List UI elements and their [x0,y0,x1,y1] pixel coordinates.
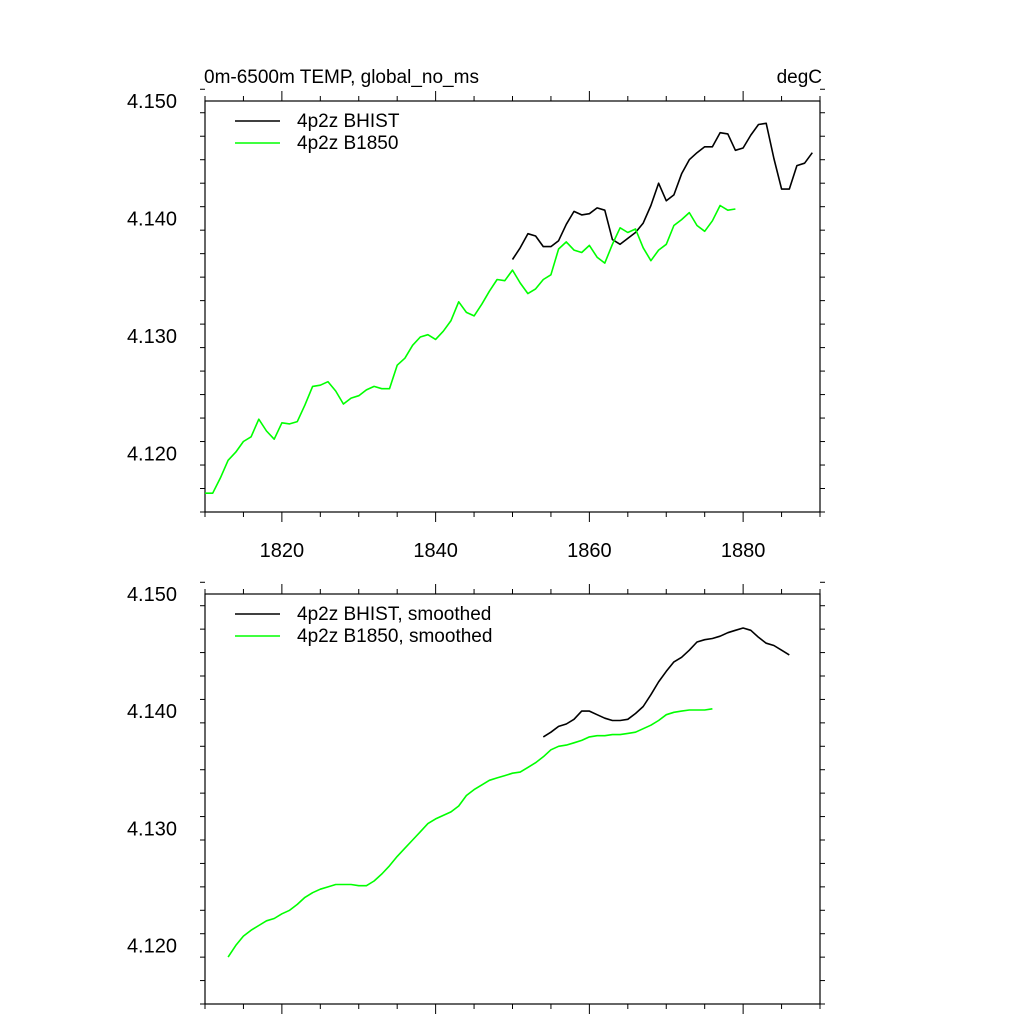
series-line-bhist [542,627,790,738]
plot-frame [204,593,821,1005]
y-tick-label: 4.120 [127,443,177,465]
y-tick-label: 4.140 [127,208,177,230]
series-line-b1850 [205,204,736,495]
top-panel: 4.120 4.130 4.140 4.150 1820 1840 1860 1880 4p2z… [127,88,825,562]
plot-frame [204,100,821,513]
legend-label: 4p2z B1850, smoothed [297,626,492,647]
y-tick-label: 4.130 [127,326,177,348]
y-tick-label: 4.150 [127,584,177,606]
x-tick-label: 1820 [260,540,305,562]
legend-label: 4p2z BHIST, smoothed [297,604,491,625]
legend-label: 4p2z BHIST [297,111,400,132]
x-tick-label: 1840 [413,540,458,562]
chart-title: 0m-6500m TEMP, global_no_ms [204,67,479,88]
bottom-panel: 4.120 4.130 4.140 4.150 4p2z BHIST, smoothed… [127,581,825,1014]
y-tick-label: 4.140 [127,701,177,723]
units-label: degC [777,67,822,88]
legend-label: 4p2z B1850 [297,133,398,154]
series-line-b1850 [227,708,713,958]
x-tick-label: 1880 [721,540,766,562]
y-tick-label: 4.150 [127,91,177,113]
y-tick-label: 4.120 [127,935,177,957]
x-tick-label: 1860 [567,540,612,562]
series-line-bhist [511,122,813,260]
y-tick-label: 4.130 [127,818,177,840]
